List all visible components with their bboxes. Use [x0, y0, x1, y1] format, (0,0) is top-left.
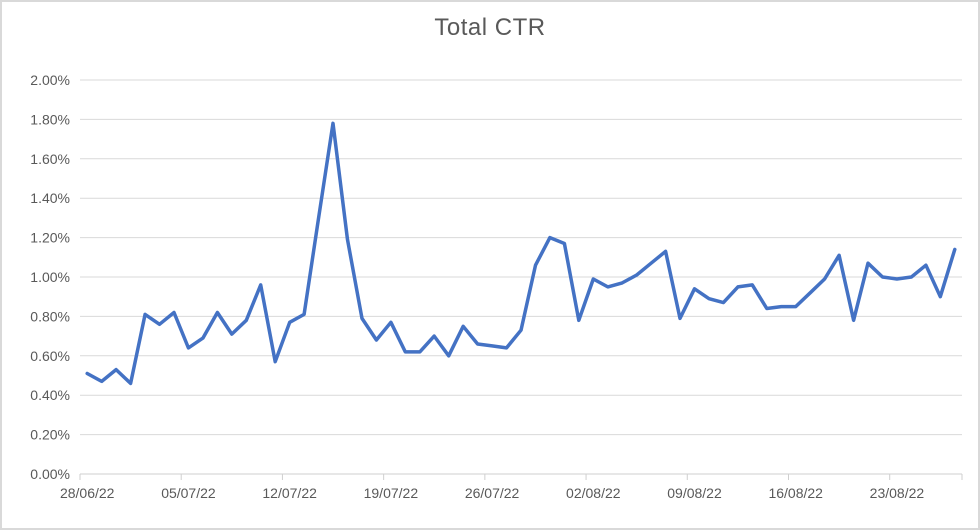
- x-axis-tick-label: 05/07/22: [161, 485, 216, 501]
- y-axis-tick-label: 0.00%: [30, 466, 70, 482]
- x-axis-tick-label: 16/08/22: [768, 485, 823, 501]
- y-axis-tick-label: 1.20%: [30, 230, 70, 246]
- y-axis-tick-label: 1.00%: [30, 269, 70, 285]
- x-axis-tick-label: 26/07/22: [465, 485, 520, 501]
- x-axis-tick-label: 02/08/22: [566, 485, 621, 501]
- y-axis-tick-label: 0.40%: [30, 387, 70, 403]
- x-axis-tick-label: 12/07/22: [262, 485, 317, 501]
- y-axis-tick-label: 0.20%: [30, 427, 70, 443]
- y-axis-tick-label: 1.40%: [30, 190, 70, 206]
- chart-title: Total CTR: [434, 14, 546, 41]
- y-axis-tick-label: 0.80%: [30, 308, 70, 324]
- x-axis-tick-label: 23/08/22: [870, 485, 925, 501]
- x-axis-tick-label: 28/06/22: [60, 485, 115, 501]
- y-axis-tick-label: 1.60%: [30, 151, 70, 167]
- y-axis-tick-label: 2.00%: [30, 72, 70, 88]
- y-axis-tick-label: 1.80%: [30, 111, 70, 127]
- x-axis-tick-label: 09/08/22: [667, 485, 722, 501]
- x-axis-tick-label: 19/07/22: [364, 485, 419, 501]
- ctr-series-line: [85, 121, 957, 386]
- y-axis-tick-label: 0.60%: [30, 348, 70, 364]
